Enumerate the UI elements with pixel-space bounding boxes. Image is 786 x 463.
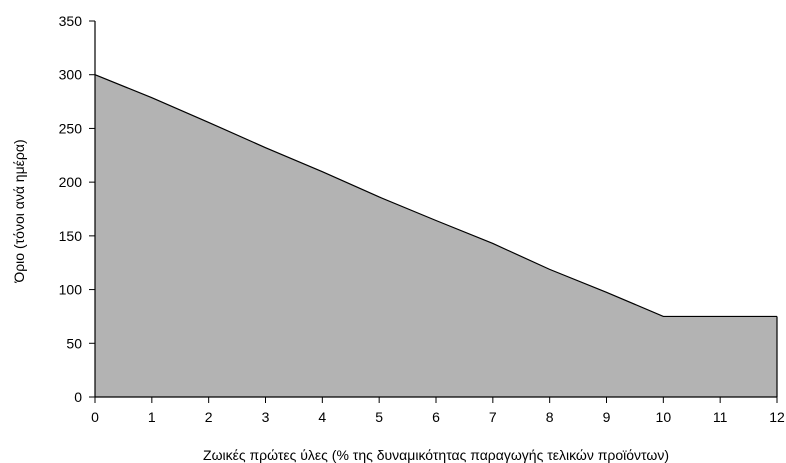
x-tick-label: 11	[713, 409, 728, 425]
y-tick-label: 150	[59, 228, 83, 244]
x-tick-label: 6	[432, 409, 440, 425]
y-tick-label: 250	[59, 120, 83, 136]
x-axis-title: Ζωικές πρώτες ύλες (% της δυναμικότητας …	[203, 447, 669, 463]
y-tick-label: 200	[59, 174, 83, 190]
x-tick-label: 12	[769, 409, 785, 425]
x-tick-label: 3	[262, 409, 270, 425]
x-axis-ticks: 0 1 2 3 4 5 6 7 8 9 10 11 12	[91, 397, 785, 425]
y-tick-label: 100	[59, 282, 83, 298]
x-tick-label: 8	[546, 409, 554, 425]
y-axis-ticks: 0 50 100 150 200 250 300 350	[59, 13, 95, 405]
x-tick-label: 4	[318, 409, 326, 425]
area-layer	[94, 74, 778, 397]
x-tick-label: 2	[205, 409, 213, 425]
y-tick-label: 0	[74, 389, 82, 405]
x-tick-label: 7	[489, 409, 497, 425]
x-tick-label: 9	[603, 409, 611, 425]
y-tick-label: 350	[59, 13, 83, 29]
x-tick-label: 5	[375, 409, 383, 425]
x-tick-label: 1	[148, 409, 156, 425]
y-tick-label: 50	[66, 335, 82, 351]
y-axis-title: Όριο (τόνοι ανά ημέρα)	[11, 139, 27, 283]
area-fill	[95, 74, 777, 397]
y-tick-label: 300	[59, 67, 83, 83]
x-tick-label: 0	[91, 409, 99, 425]
x-tick-label: 10	[656, 409, 672, 425]
series-line	[94, 74, 777, 318]
